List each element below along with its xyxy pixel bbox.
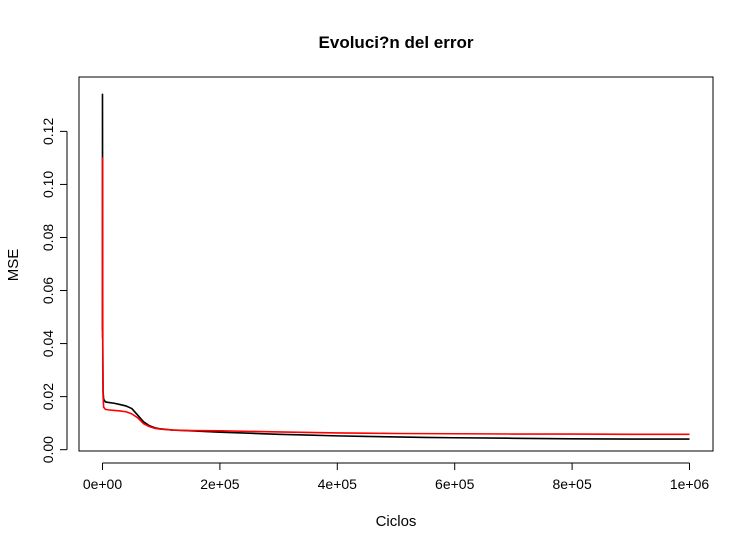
x-tick-label: 0e+00 [83, 476, 123, 492]
plot-frame [78, 76, 714, 452]
y-axis: 0.00 0.02 0.04 0.06 0.08 0.10 0.12 [40, 118, 68, 463]
y-tick-label: 0.12 [40, 118, 56, 145]
series-line-2 [101, 157, 690, 436]
y-axis-label: MSE [5, 249, 22, 282]
x-tick-label: 8e+05 [552, 476, 592, 492]
y-tick-label: 0.10 [40, 171, 56, 198]
y-tick-label: 0.06 [40, 277, 56, 304]
y-tick-label: 0.08 [40, 224, 56, 251]
chart-title: Evoluci?n del error [319, 33, 474, 52]
x-tick-label: 1e+06 [670, 476, 710, 492]
x-tick-label: 6e+05 [435, 476, 475, 492]
y-tick-label: 0.02 [40, 383, 56, 410]
x-tick-label: 4e+05 [318, 476, 358, 492]
x-axis: 0e+00 2e+05 4e+05 6e+05 8e+05 1e+06 [83, 462, 710, 492]
series-layer [101, 93, 690, 440]
x-axis-label: Ciclos [376, 513, 417, 530]
y-tick-label: 0.04 [40, 330, 56, 357]
x-tick-label: 2e+05 [200, 476, 240, 492]
y-tick-label: 0.00 [40, 436, 56, 463]
